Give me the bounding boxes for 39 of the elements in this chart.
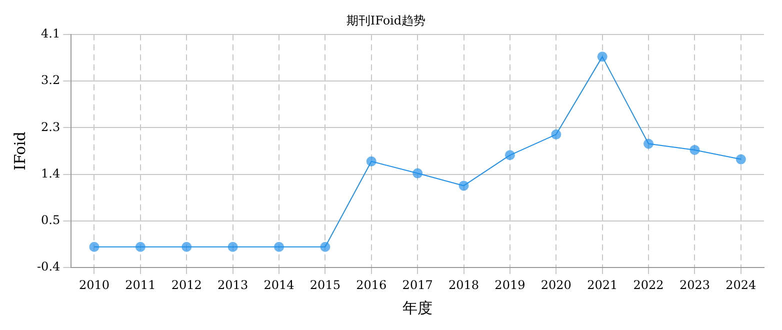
point: [504, 150, 515, 160]
x-tick-label: 2018: [448, 278, 480, 292]
y-tick-label: -0.4: [37, 260, 60, 274]
x-axis-title: 年度: [402, 298, 433, 317]
point: [597, 52, 608, 62]
y-tick-label: 2.3: [41, 120, 60, 134]
y-tick-label: 4.1: [41, 26, 60, 41]
x-tick-label: 2022: [633, 278, 664, 292]
x-tick-label: 2024: [726, 278, 757, 292]
x-tick-label: 2017: [402, 278, 433, 292]
x-tick-label: 2012: [171, 278, 202, 292]
point: [412, 168, 423, 178]
point: [228, 242, 238, 252]
x-tick-label: 2023: [679, 278, 710, 292]
x-tick-label: 2019: [494, 278, 526, 292]
x-tick-label: 2015: [310, 278, 340, 292]
x-tick-label: 2013: [218, 278, 248, 292]
y-tick-label: 1.4: [41, 166, 60, 180]
point: [736, 154, 746, 164]
point: [182, 242, 192, 252]
point: [135, 242, 146, 252]
y-tick-label: 0.5: [41, 213, 60, 228]
x-tick-label: 2014: [264, 278, 295, 292]
point: [551, 129, 562, 140]
point: [690, 144, 700, 155]
point: [274, 242, 284, 252]
chart-title: 期刊IFoid趋势: [346, 13, 426, 28]
y-tick-label: 3.2: [41, 73, 60, 88]
y-axis-title: IFoid: [10, 131, 29, 170]
x-tick-label: 2011: [125, 278, 156, 292]
x-tick-label: 2021: [587, 278, 618, 292]
x-tick-label: 2010: [78, 278, 110, 292]
point: [644, 138, 654, 149]
point: [366, 156, 376, 166]
point: [458, 180, 469, 191]
x-tick-label: 2016: [356, 278, 387, 292]
x-tick-label: 2020: [540, 278, 572, 292]
point: [320, 242, 330, 252]
point: [89, 242, 100, 252]
